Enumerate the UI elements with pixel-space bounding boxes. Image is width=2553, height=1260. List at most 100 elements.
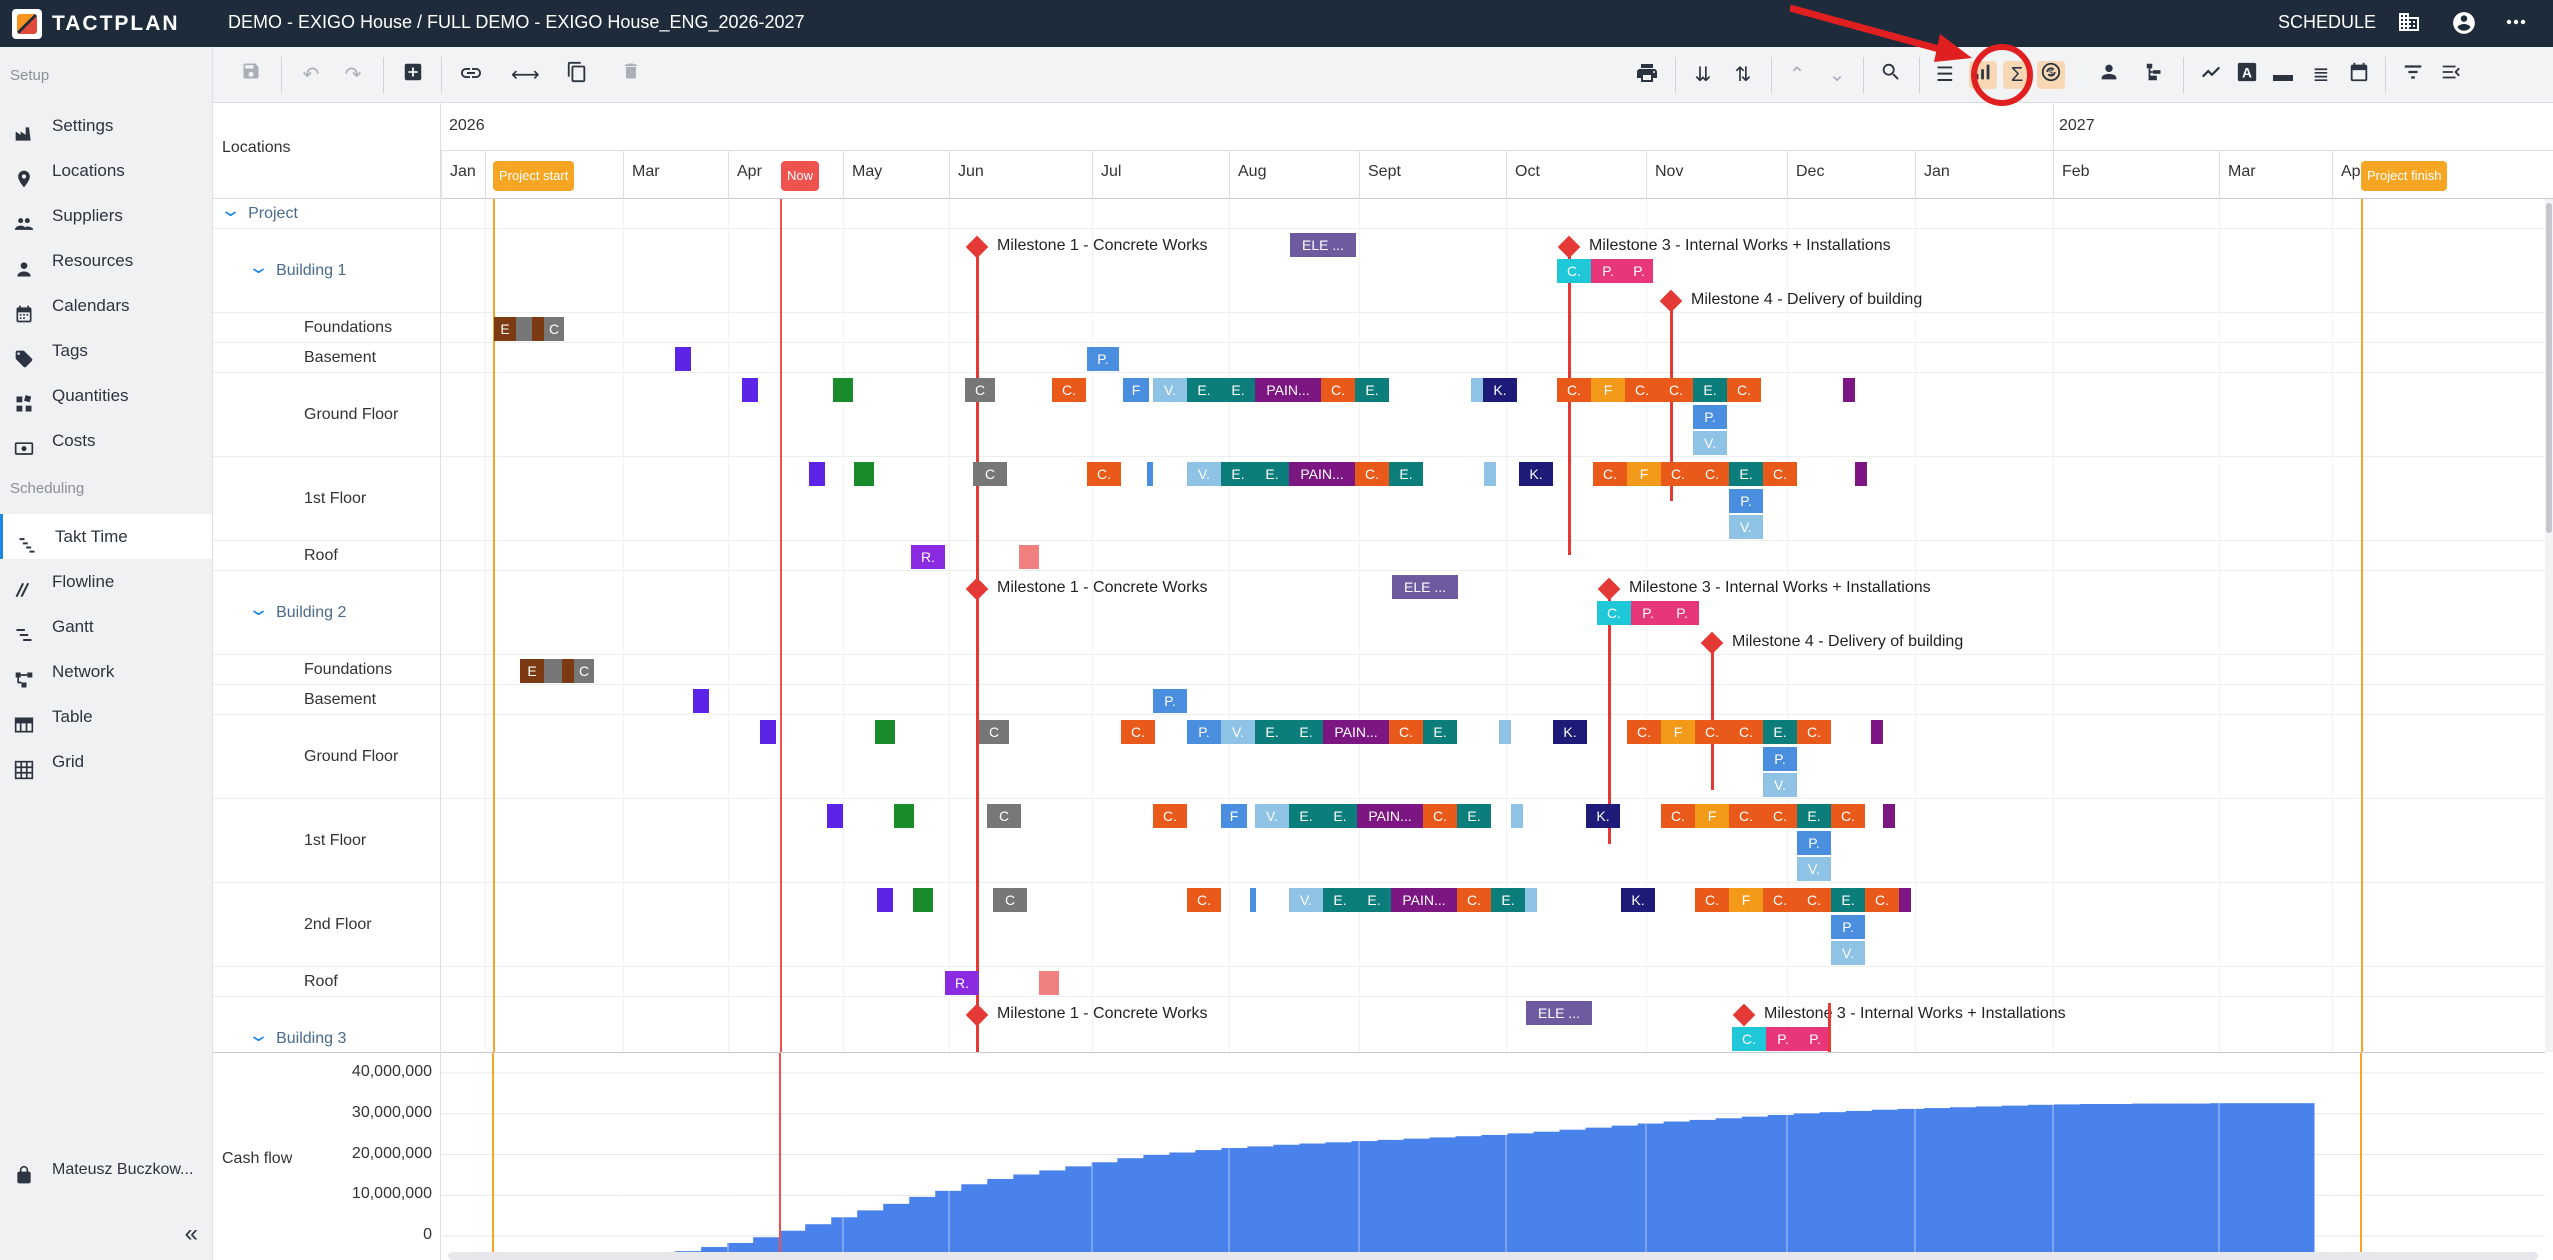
task-bar[interactable]: F	[1123, 378, 1149, 402]
task-bar[interactable]: P.	[1800, 1027, 1830, 1051]
sidebar-item-flowline[interactable]: Flowline	[0, 559, 212, 604]
task-bar[interactable]: C.	[1593, 462, 1627, 486]
task-bar[interactable]: C.	[1831, 804, 1865, 828]
task-bar[interactable]: C.	[1695, 720, 1729, 744]
task-bar[interactable]	[516, 317, 532, 341]
task-bar[interactable]	[1499, 720, 1511, 744]
task-bar[interactable]	[1484, 462, 1496, 486]
milestone-diamond[interactable]	[1732, 1003, 1756, 1027]
sidebar-item-costs[interactable]: Costs	[0, 418, 212, 463]
milestone-diamond[interactable]	[965, 1003, 989, 1027]
task-bar[interactable]: C	[574, 659, 594, 683]
task-bar[interactable]: C	[987, 804, 1021, 828]
task-bar[interactable]: ELE ...	[1526, 1001, 1592, 1025]
task-bar[interactable]: C.	[1557, 259, 1591, 283]
task-bar[interactable]: C.	[1763, 888, 1797, 912]
sidebar-item-calendars[interactable]: Calendars	[0, 283, 212, 328]
task-bar[interactable]	[875, 720, 895, 744]
task-bar[interactable]: C	[965, 378, 995, 402]
milestone-diamond[interactable]	[965, 577, 989, 601]
collapse-sidebar-icon[interactable]: «	[184, 1220, 198, 1247]
move-up-icon[interactable]: ⌃	[1788, 64, 1806, 86]
task-bar[interactable]: C.	[1597, 601, 1631, 625]
task-bar[interactable]	[1039, 971, 1059, 995]
task-bar[interactable]: ELE ...	[1290, 233, 1356, 257]
task-bar[interactable]: P.	[1625, 259, 1653, 283]
expand-all-icon[interactable]: ⇅	[1734, 64, 1752, 86]
task-bar[interactable]: PAIN...	[1357, 804, 1423, 828]
task-bar[interactable]	[1147, 462, 1153, 486]
task-bar[interactable]: C.	[1187, 888, 1221, 912]
more-icon[interactable]	[2503, 10, 2529, 36]
task-bar[interactable]	[877, 888, 893, 912]
task-bar[interactable]: K.	[1586, 804, 1620, 828]
task-bar[interactable]: V.	[1221, 720, 1255, 744]
task-bar[interactable]: E.	[1423, 720, 1457, 744]
task-bar[interactable]: C.	[1661, 462, 1695, 486]
task-bar[interactable]: PAIN...	[1289, 462, 1355, 486]
takt-chart[interactable]: Milestone 1 - Concrete Works ELE ... Miles…	[441, 199, 2545, 1052]
sidebar-item-tags[interactable]: Tags	[0, 328, 212, 373]
task-bar[interactable]: P.	[1693, 405, 1727, 429]
task-bar[interactable]: R.	[911, 545, 945, 569]
task-bar[interactable]: C	[993, 888, 1027, 912]
task-bar[interactable]: V.	[1187, 462, 1221, 486]
task-bar[interactable]: C	[544, 317, 564, 341]
rows-icon[interactable]: ☰	[1936, 64, 1954, 86]
task-bar[interactable]: E.	[1221, 462, 1255, 486]
task-bar[interactable]: P.	[1665, 601, 1699, 625]
undo-icon[interactable]: ↶	[302, 64, 320, 86]
task-bar[interactable]	[1899, 888, 1911, 912]
task-bar[interactable]	[675, 347, 691, 371]
task-bar[interactable]: E.	[1457, 804, 1491, 828]
task-bar[interactable]	[532, 317, 544, 341]
milestone-diamond[interactable]	[1557, 235, 1581, 259]
task-bar[interactable]: C.	[1729, 804, 1763, 828]
task-bar[interactable]: V.	[1729, 515, 1763, 539]
task-bar[interactable]: E.	[1221, 378, 1255, 402]
task-bar[interactable]: C.	[1087, 462, 1121, 486]
sync-icon[interactable]: $	[2037, 61, 2065, 89]
task-bar[interactable]: F	[1221, 804, 1247, 828]
sidebar-item-settings[interactable]: Settings	[0, 103, 212, 148]
hierarchy-icon[interactable]	[2141, 61, 2169, 89]
task-bar[interactable]: F	[1729, 888, 1763, 912]
task-bar[interactable]: C.	[1121, 720, 1155, 744]
task-bar[interactable]: PAIN...	[1391, 888, 1457, 912]
task-bar[interactable]: V.	[1255, 804, 1289, 828]
add-task-icon[interactable]	[399, 61, 427, 89]
task-bar[interactable]: E.	[1355, 378, 1389, 402]
print-icon[interactable]	[1633, 61, 1661, 89]
task-bar[interactable]	[913, 888, 933, 912]
link-icon[interactable]	[457, 61, 485, 89]
task-bar[interactable]: E.	[1289, 804, 1323, 828]
task-bar[interactable]: C.	[1865, 888, 1899, 912]
task-bar[interactable]: E	[494, 317, 516, 341]
milestone-diamond[interactable]	[1659, 289, 1683, 313]
task-bar[interactable]	[1019, 545, 1039, 569]
task-bar[interactable]: P.	[1766, 1027, 1800, 1051]
task-bar[interactable]	[1843, 378, 1855, 402]
user-menu[interactable]: Mateusz Buczkow...	[0, 1147, 212, 1192]
task-bar[interactable]	[894, 804, 914, 828]
task-bar[interactable]: C.	[1797, 720, 1831, 744]
task-bar[interactable]	[1855, 462, 1867, 486]
task-bar[interactable]	[1250, 888, 1256, 912]
task-bar[interactable]: C.	[1423, 804, 1457, 828]
task-bar[interactable]: V.	[1153, 378, 1187, 402]
task-bar[interactable]: E.	[1729, 462, 1763, 486]
task-bar[interactable]: K.	[1553, 720, 1587, 744]
task-bar[interactable]: E.	[1389, 462, 1423, 486]
task-bar[interactable]: P.	[1763, 747, 1797, 771]
vertical-scrollbar[interactable]	[2545, 199, 2553, 1052]
task-bar[interactable]: V.	[1763, 773, 1797, 797]
tactplan-logo-icon[interactable]	[12, 9, 42, 39]
task-bar[interactable]	[827, 804, 843, 828]
building-icon[interactable]	[2396, 10, 2422, 36]
trend-icon[interactable]	[2197, 61, 2225, 89]
breadcrumb[interactable]: DEMO - EXIGO House / FULL DEMO - EXIGO H…	[228, 12, 805, 32]
location-group-project[interactable]: ⌄ Project	[213, 199, 440, 229]
task-bar[interactable]	[854, 462, 874, 486]
task-bar[interactable]: V.	[1831, 941, 1865, 965]
task-bar[interactable]: C.	[1729, 720, 1763, 744]
